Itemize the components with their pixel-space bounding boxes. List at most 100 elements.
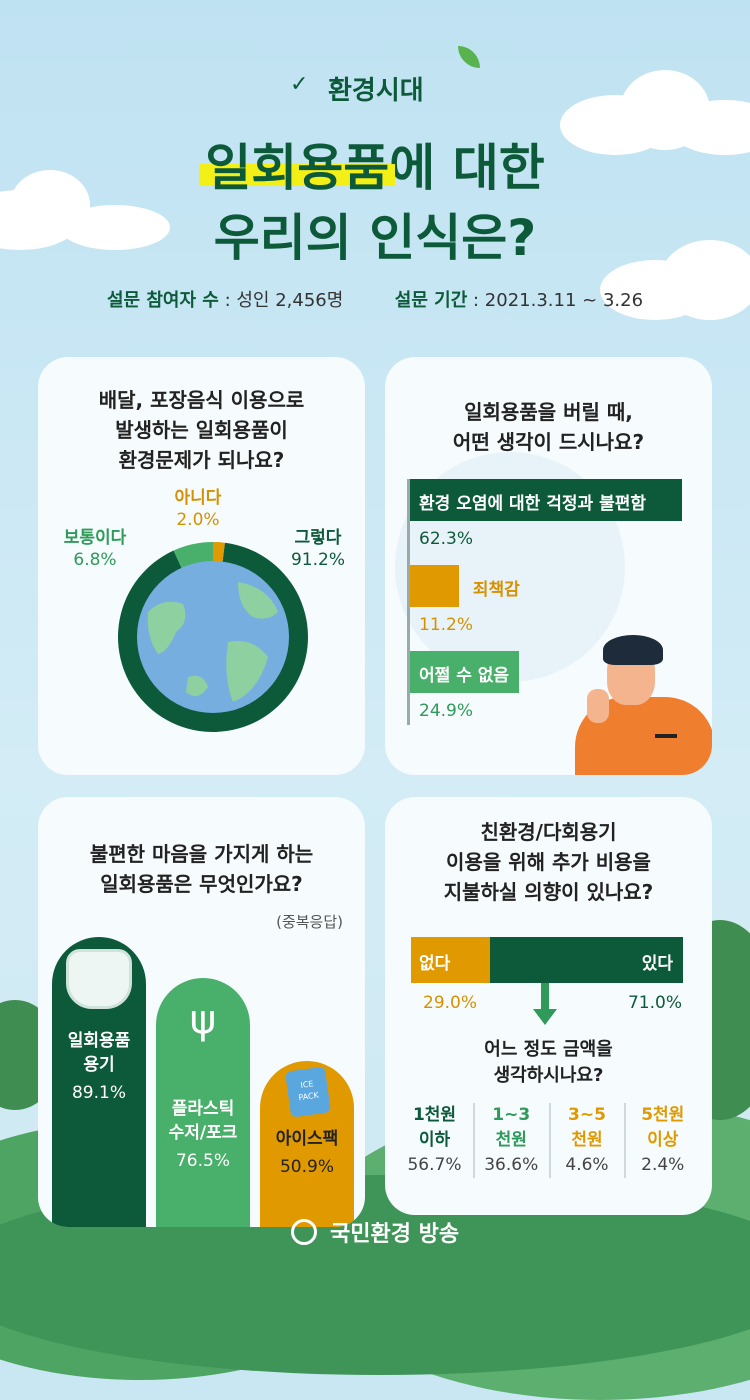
q2-question: 일회용품을 버릴 때, 어떤 생각이 드시나요? xyxy=(385,397,712,457)
q2-bar-value-1: 11.2% xyxy=(419,615,474,635)
q3-bar-value-1: 76.5% xyxy=(175,1151,230,1171)
q3-question-line1: 불편한 마음을 가지게 하는 xyxy=(89,842,314,866)
amount-col-3: 5천원 이상 2.4% xyxy=(624,1103,699,1178)
q2-bar-value-2: 24.9% xyxy=(419,701,474,721)
spoon-fork-icon: ψ xyxy=(189,997,217,1043)
amount-col-1: 1~3 천원 36.6% xyxy=(472,1103,548,1178)
answer-no-value: 2.0% xyxy=(176,510,220,530)
broadcast-logo-icon xyxy=(290,1219,317,1245)
q3-bar-label2-0: 용기 xyxy=(83,1055,115,1075)
amount-col-2: 3~5 천원 4.6% xyxy=(548,1103,624,1178)
q2-bar-label-1: 죄책감 xyxy=(472,580,520,600)
q2-question-line2: 어떤 생각이 드시나요? xyxy=(452,430,645,454)
card-q4: 친환경/다회용기 이용을 위해 추가 비용을 지불하실 의향이 있나요? 없다 … xyxy=(385,797,712,1215)
footer-logo: 국민환경 방송 xyxy=(0,1216,750,1248)
q4-question: 친환경/다회용기 이용을 위해 추가 비용을 지불하실 의향이 있나요? xyxy=(385,817,712,907)
q3-bar-value-0: 89.1% xyxy=(71,1083,126,1103)
card-q1: 배달, 포장음식 이용으로 발생하는 일회용품이 환경문제가 되나요? 아니다 … xyxy=(38,357,365,775)
participants-label: 설문 참여자 수 xyxy=(106,290,219,311)
q4-question-line1: 친환경/다회용기 xyxy=(480,820,617,844)
q2-bar-label-0: 환경 오염에 대한 걱정과 불편함 xyxy=(419,494,646,514)
donut-chart xyxy=(118,542,308,732)
amount-label2-0: 이하 xyxy=(418,1130,451,1150)
title-highlight-bar xyxy=(199,164,396,186)
q1-question-line1: 배달, 포장음식 이용으로 xyxy=(98,388,305,412)
q3-bar-value-2: 50.9% xyxy=(279,1157,334,1177)
answer-yes-label: 그렇다 xyxy=(294,528,342,548)
globe-land-3 xyxy=(226,641,268,702)
willingness-no-segment xyxy=(411,937,490,983)
answer-neutral-label: 보통이다 xyxy=(63,528,127,548)
q3-bar-1 xyxy=(156,978,250,1227)
participants-value: : 성인 2,456명 xyxy=(218,290,344,311)
title-line1-rest: 에 대한 xyxy=(389,139,545,197)
q1-question: 배달, 포장음식 이용으로 발생하는 일회용품이 환경문제가 되나요? xyxy=(38,385,365,475)
brand-logo: ✓ 환경시대 xyxy=(290,46,480,108)
answer-yes: 그렇다 91.2% xyxy=(278,527,358,571)
q2-axis-line xyxy=(407,479,410,725)
page-title: 일회용품 에 대한 우리의 인식은? xyxy=(0,128,750,270)
brand-name: 환경시대 xyxy=(328,76,424,106)
amount-label1-1: 1~3 xyxy=(492,1105,531,1125)
no-label: 없다 xyxy=(419,954,451,974)
q3-question: 불편한 마음을 가지게 하는 일회용품은 무엇인가요? xyxy=(38,839,365,899)
globe-land-1 xyxy=(147,601,186,654)
amount-label1-0: 1천원 xyxy=(412,1105,457,1125)
q3-bar-label2-1: 수저/포크 xyxy=(168,1123,238,1143)
globe-land-2 xyxy=(238,582,278,619)
title-highlight-text: 일회용품 xyxy=(205,139,390,197)
amount-table: 1천원 이하 56.7% 1~3 천원 36.6% 3~5 천원 4.6% 5천원 이상 2.4% xyxy=(397,1103,700,1203)
amount-value-2: 4.6% xyxy=(565,1155,609,1175)
answer-no: 아니다 2.0% xyxy=(158,487,238,531)
q3-note: (중복응답) xyxy=(276,913,343,931)
q2-bar-value-0: 62.3% xyxy=(419,529,474,549)
q3-bar-label1-2: 아이스팩 xyxy=(275,1129,339,1149)
answer-no-label: 아니다 xyxy=(174,488,222,508)
title-line2: 우리의 인식은? xyxy=(213,209,537,267)
answer-neutral-value: 6.8% xyxy=(73,550,117,570)
answer-neutral: 보통이다 6.8% xyxy=(50,527,140,571)
q1-question-line3: 환경문제가 되나요? xyxy=(118,448,285,472)
brand-mark-icon: ✓ xyxy=(290,72,309,97)
q2-bar-2 xyxy=(410,651,519,693)
q2-bar-1 xyxy=(410,565,459,607)
q4-sub-question: 어느 정도 금액을 생각하시나요? xyxy=(385,1037,712,1089)
q3-bar-label1-1: 플라스틱 xyxy=(171,1099,235,1119)
down-arrow-icon xyxy=(541,983,549,1011)
q2-bar-label-2: 어쩔 수 없음 xyxy=(419,666,510,686)
answer-yes-value: 91.2% xyxy=(290,550,345,570)
period-value: : 2021.3.11 ~ 3.26 xyxy=(467,290,644,311)
container-icon xyxy=(66,949,132,1009)
survey-info: 설문 참여자 수 : 성인 2,456명 설문 기간 : 2021.3.11 ~… xyxy=(0,286,750,312)
amount-label1-2: 3~5 xyxy=(568,1105,606,1125)
q4-question-line3: 지불하실 의향이 있나요? xyxy=(443,880,654,904)
thinking-person-illustration xyxy=(565,627,712,775)
amount-value-1: 36.6% xyxy=(484,1155,539,1175)
q2-bar-0 xyxy=(410,479,682,521)
q1-question-line2: 발생하는 일회용품이 xyxy=(115,418,288,442)
amount-label2-2: 천원 xyxy=(571,1130,603,1150)
globe-land-4 xyxy=(186,675,208,696)
amount-label1-3: 5천원 xyxy=(641,1105,685,1125)
no-value: 29.0% xyxy=(423,993,478,1013)
q4-question-line2: 이용을 위해 추가 비용을 xyxy=(446,850,651,874)
q3-question-line2: 일회용품은 무엇인가요? xyxy=(100,872,303,896)
amount-value-0: 56.7% xyxy=(407,1155,462,1175)
period-label: 설문 기간 xyxy=(394,290,468,311)
card-q2: 일회용품을 버릴 때, 어떤 생각이 드시나요? 환경 오염에 대한 걱정과 불… xyxy=(385,357,712,775)
amount-label2-3: 이상 xyxy=(647,1130,679,1150)
q4-sub-line1: 어느 정도 금액을 xyxy=(484,1039,613,1060)
willingness-bar: 없다 있다 xyxy=(411,937,683,983)
q3-bar-text-2: 아이스팩 50.9% xyxy=(260,1127,354,1179)
q4-sub-line2: 생각하시나요? xyxy=(493,1065,604,1086)
q3-bar-label1-0: 일회용품 xyxy=(67,1031,131,1051)
q2-question-line1: 일회용품을 버릴 때, xyxy=(464,400,633,424)
down-arrow-head xyxy=(533,1009,557,1025)
yes-value: 71.0% xyxy=(627,993,682,1013)
footer-text: 국민환경 방송 xyxy=(329,1222,460,1247)
yes-label: 있다 xyxy=(641,954,673,974)
